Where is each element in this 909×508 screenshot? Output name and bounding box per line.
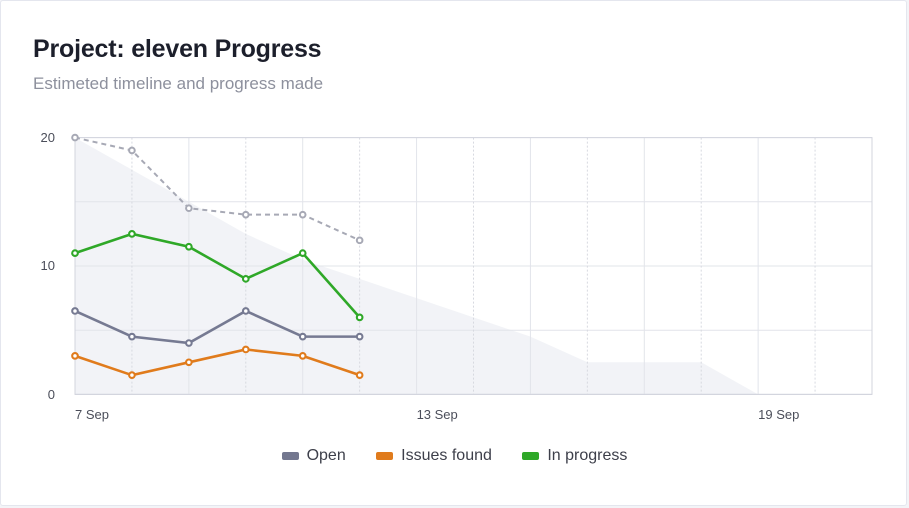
- svg-text:10: 10: [41, 258, 55, 273]
- svg-text:13 Sep: 13 Sep: [417, 407, 458, 422]
- svg-text:7 Sep: 7 Sep: [75, 407, 109, 422]
- svg-text:0: 0: [48, 387, 55, 402]
- svg-text:20: 20: [41, 130, 55, 145]
- svg-text:19 Sep: 19 Sep: [758, 407, 799, 422]
